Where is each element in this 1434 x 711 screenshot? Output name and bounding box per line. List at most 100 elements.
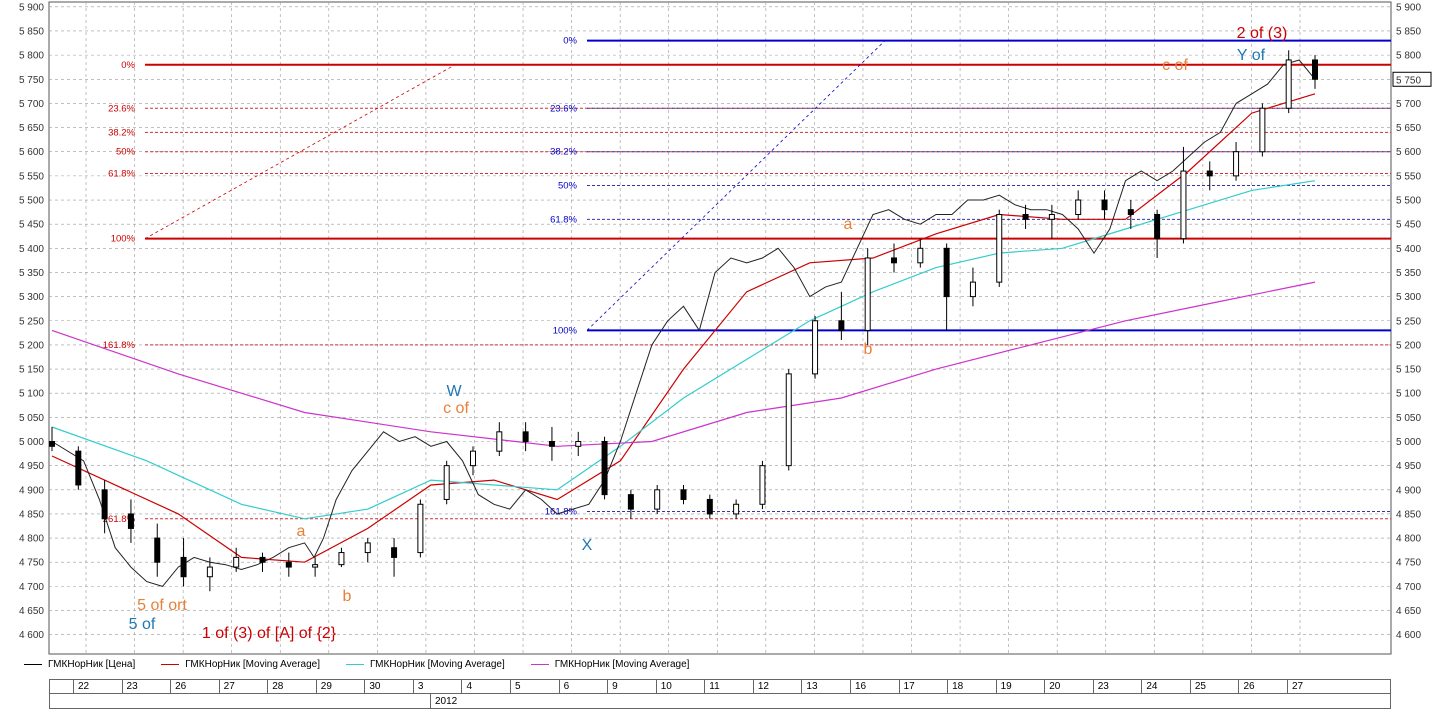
time-axis-day-label: 11 [704,679,753,694]
y-tick-label: 5 550 [1396,171,1421,182]
y-tick-label: 5 250 [1396,316,1421,327]
y-tick-label: 4 850 [1396,509,1421,520]
candle-body [785,373,792,467]
wave-label: b [864,341,873,358]
time-axis-day-label: 3 [412,679,462,694]
legend-swatch [345,663,364,665]
candle-body [154,537,161,563]
fib-level-label: 61.8% [550,214,577,225]
y-tick-label: 5 650 [1396,123,1421,134]
time-axis-day-label: 28 [267,679,316,694]
candle-body [101,489,108,520]
y-tick-label: 4 800 [1396,534,1421,545]
legend-item: ГМКНорНик [Цена] [24,656,135,672]
legend-swatch [24,663,42,665]
y-tick-label: 4 600 [19,630,44,641]
time-axis-day-label: 26 [170,679,219,694]
candle-body [1180,170,1187,240]
y-tick-label: 5 000 [19,437,44,448]
legend: ГМКНорНик [Цена] ГМКНорНик [Moving Averag… [24,656,689,672]
wave-label: 5 of [129,616,156,633]
wave-label: Y of [1237,47,1266,64]
time-axis-days-row [49,679,1391,694]
y-tick-label: 5 850 [19,26,44,37]
year-label: 2012 [430,694,457,709]
fib-level-label: 0% [121,60,135,71]
y-tick-label: 4 700 [19,582,44,593]
fib-level-label: 61.8% [108,168,135,179]
wave-label: 1 of (3) of [A] of {2} [202,625,337,642]
legend-item: ГМКНорНик [Moving Average] [161,656,320,672]
price-line [51,59,1316,587]
y-tick-label: 5 550 [19,171,44,182]
y-tick-label: 5 700 [1396,99,1421,110]
y-tick-label: 5 850 [1396,26,1421,37]
candle-body [627,494,634,510]
candle-body [522,431,529,442]
candle-body [338,552,345,566]
wave-label: X [582,537,593,554]
candle-body [759,465,766,505]
y-tick-label: 5 450 [19,220,44,231]
last-price-marker: 5 750 [1392,71,1432,87]
y-tick-label: 5 000 [1396,437,1421,448]
y-tick-label: 4 900 [1396,485,1421,496]
fib-trend-line [144,64,456,240]
time-axis-day-label: 26 [1238,679,1287,694]
y-tick-label: 4 650 [19,606,44,617]
legend-swatch [161,663,180,665]
wave-label: a [297,523,306,540]
time-axis-day-label: 25 [1189,679,1239,694]
fib-level-label: 100% [553,325,578,336]
y-tick-label: 5 250 [19,316,44,327]
time-axis-year-row [49,694,1391,709]
time-axis-day-label: 27 [218,679,268,694]
candle-body [969,281,976,298]
candle-body [417,503,424,554]
time-axis-day-label: 18 [947,679,996,694]
y-tick-label: 5 400 [1396,244,1421,255]
fib-level-label: 38.2% [550,147,577,158]
y-tick-label: 5 800 [19,51,44,62]
candles [49,50,1318,592]
candle-body [443,465,450,500]
y-tick-label: 5 100 [1396,389,1421,400]
legend-swatch [530,663,549,665]
fib-level-label: 0% [563,36,577,47]
candle-body [1022,214,1029,220]
y-tick-label: 5 050 [1396,413,1421,424]
candle-body [49,440,55,447]
candle-body [996,214,1003,283]
fib-level-label: 23.6% [550,103,577,114]
y-tick-label: 5 300 [1396,292,1421,303]
candle-body [838,320,845,331]
wave-label: W [446,383,462,400]
time-axis-day-label: 19 [995,679,1045,694]
time-axis-day-label: 27 [1287,679,1336,694]
y-tick-label: 4 900 [19,485,44,496]
y-axis-right: 4 600 4 650 4 700 4 750 4 800 4 850 4 900 4 950… [1396,2,1421,641]
wave-label: 5 of ort [137,597,187,614]
time-axis-day-label: 24 [1141,679,1190,694]
candle-body [75,450,82,486]
candle-body [312,564,319,568]
y-tick-label: 4 950 [19,461,44,472]
moving-average-line [51,93,1316,563]
wave-label: c of [1162,57,1188,74]
y-tick-label: 4 700 [1396,582,1421,593]
candle-body [706,498,713,515]
candle-body [575,440,582,447]
wave-label: a [844,216,853,233]
time-axis-day-label: 20 [1044,679,1093,694]
y-tick-label: 5 100 [19,389,44,400]
time-axis-day-label: 9 [607,679,656,694]
y-tick-label: 5 750 [19,75,44,86]
candle-body [259,556,266,563]
candle-body [206,566,213,578]
fib-level-label: 50% [116,147,136,158]
legend-item: ГМКНорНик [Moving Average] [530,656,689,672]
y-tick-label: 5 900 [1396,2,1421,13]
last-price-label: 5 750 [1396,75,1421,86]
